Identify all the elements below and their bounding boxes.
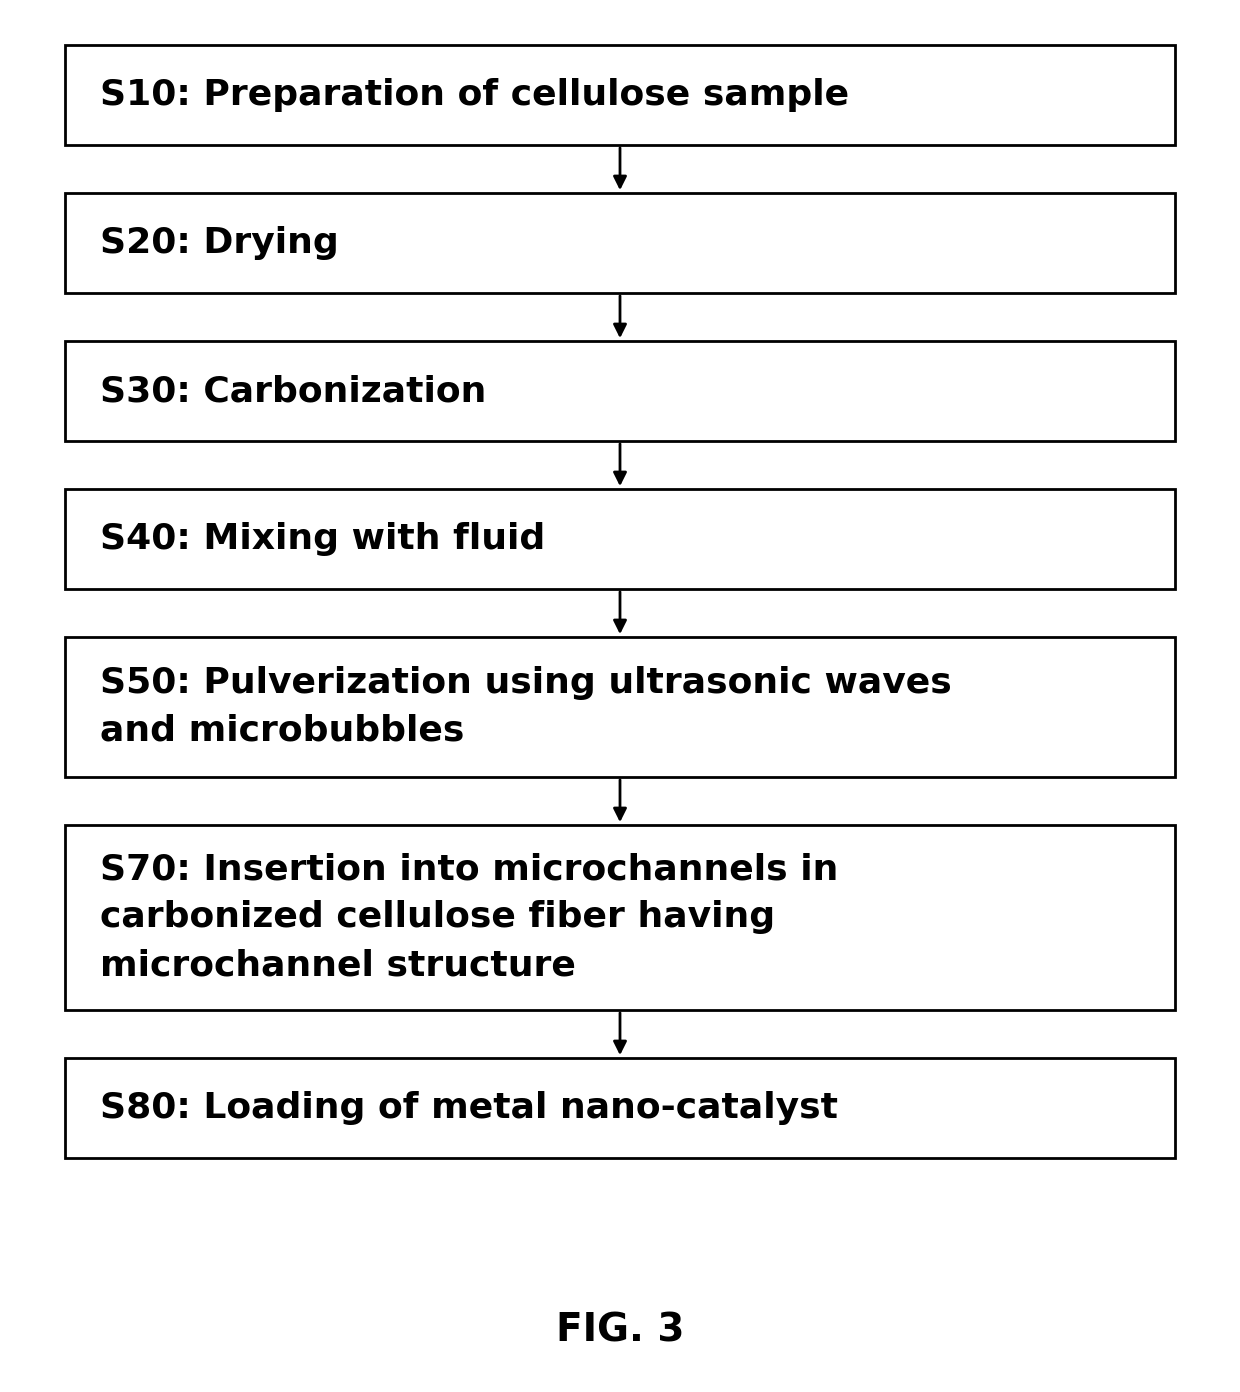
Text: S30: Carbonization: S30: Carbonization xyxy=(100,374,486,408)
Text: S50: Pulverization using ultrasonic waves
and microbubbles: S50: Pulverization using ultrasonic wave… xyxy=(100,667,952,748)
Text: S20: Drying: S20: Drying xyxy=(100,226,339,260)
Bar xyxy=(64,489,1176,589)
Text: FIG. 3: FIG. 3 xyxy=(556,1311,684,1349)
Bar xyxy=(64,825,1176,1011)
Bar xyxy=(64,45,1176,145)
Text: S80: Loading of metal nano-catalyst: S80: Loading of metal nano-catalyst xyxy=(100,1091,838,1125)
Bar xyxy=(64,341,1176,441)
Bar xyxy=(64,638,1176,777)
Bar xyxy=(64,193,1176,292)
Bar xyxy=(64,1058,1176,1158)
Text: S40: Mixing with fluid: S40: Mixing with fluid xyxy=(100,522,546,555)
Text: S10: Preparation of cellulose sample: S10: Preparation of cellulose sample xyxy=(100,78,849,111)
Text: S70: Insertion into microchannels in
carbonized cellulose fiber having
microchan: S70: Insertion into microchannels in car… xyxy=(100,853,838,981)
